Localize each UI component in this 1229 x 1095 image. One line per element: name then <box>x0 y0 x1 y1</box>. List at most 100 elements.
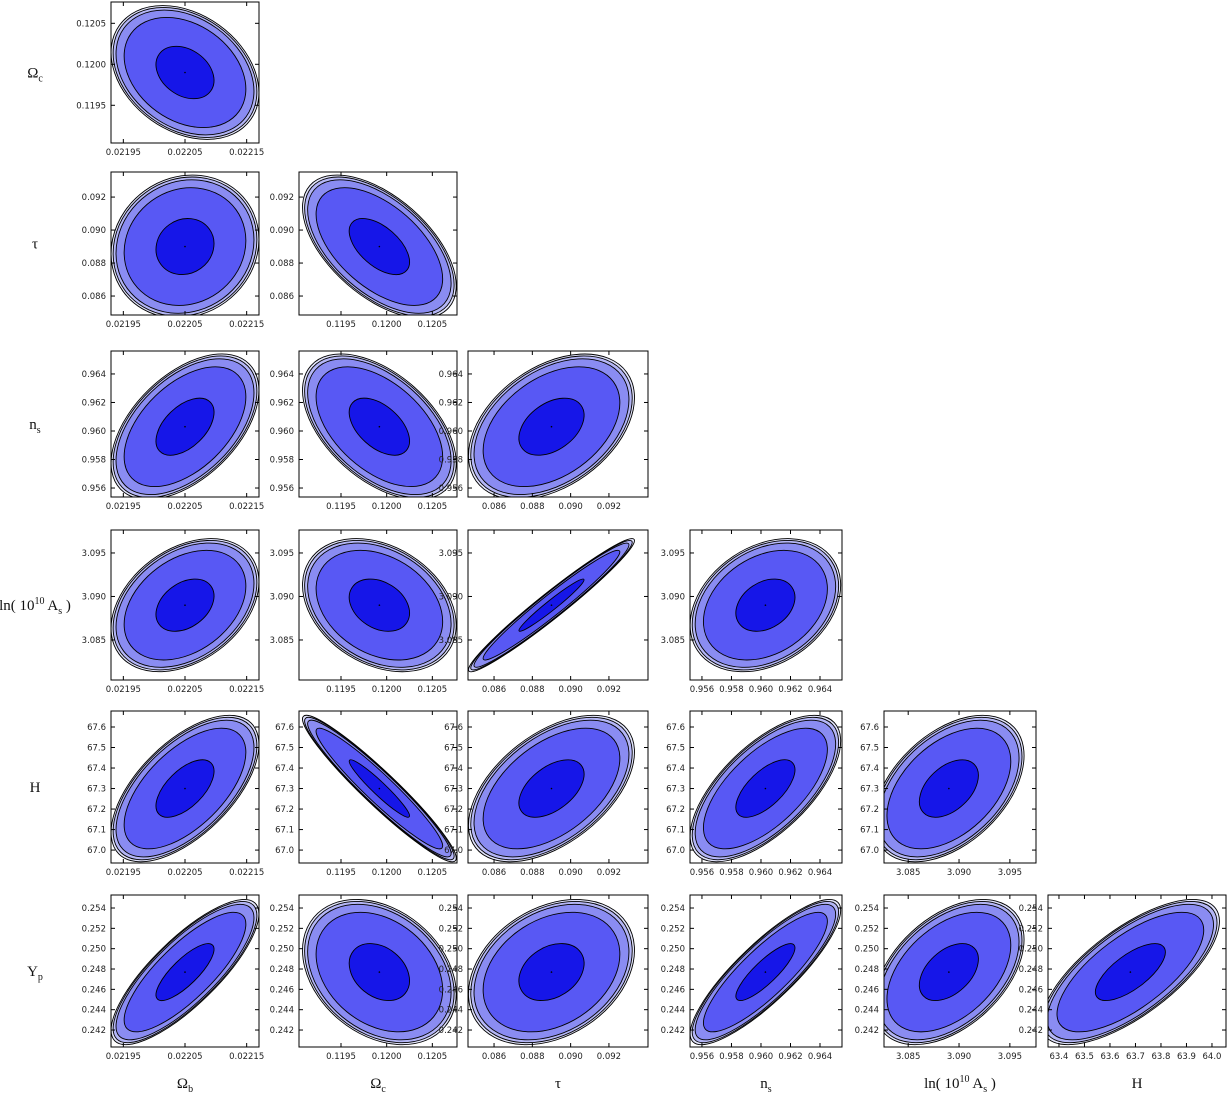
y-tick-label: 0.242 <box>855 1026 879 1036</box>
x-tick-label: 0.02195 <box>106 685 141 695</box>
x-tick-label: 0.092 <box>597 868 621 878</box>
x-tick-label: 63.5 <box>1075 1052 1094 1062</box>
y-tick-label: 67.6 <box>275 723 294 733</box>
panel-border <box>689 894 843 1048</box>
label-part: 10 <box>960 1074 970 1085</box>
x-tick-label: 63.9 <box>1177 1052 1196 1062</box>
y-tick-label: 3.095 <box>661 549 685 559</box>
y-tick-label: 0.958 <box>82 456 106 466</box>
x-tick-label: 0.02205 <box>167 148 202 158</box>
y-tick-label: 0.246 <box>270 985 294 995</box>
y-tick-label: 0.086 <box>270 292 294 302</box>
y-tick-label: 0.242 <box>1019 1026 1043 1036</box>
axis-label: Yp <box>27 964 43 983</box>
panel-border <box>467 710 649 864</box>
y-tick-label: 67.6 <box>444 723 463 733</box>
x-tick-label: 0.088 <box>520 1052 544 1062</box>
y-tick-label: 0.964 <box>82 370 106 380</box>
axis-label: Ωc <box>27 66 43 85</box>
label-part: b <box>188 1084 193 1095</box>
panel-border <box>298 350 458 498</box>
y-tick-label: 67.4 <box>666 764 685 774</box>
label-part: A <box>45 598 59 614</box>
label-part: s <box>58 606 62 617</box>
y-tick-label: 0.244 <box>855 1006 879 1016</box>
axis-label: ns <box>29 417 41 436</box>
y-tick-label: 0.1195 <box>76 101 106 111</box>
x-tick-label: 0.02215 <box>229 502 264 512</box>
y-tick-label: 0.244 <box>82 1006 106 1016</box>
x-tick-label: 0.02215 <box>229 685 264 695</box>
x-tick-label: 0.1195 <box>326 1052 356 1062</box>
y-tick-label: 0.242 <box>270 1026 294 1036</box>
center-dot <box>184 787 186 790</box>
y-tick-label: 0.244 <box>661 1006 685 1016</box>
x-tick-label: 0.092 <box>597 1052 621 1062</box>
label-part: ln( 10 <box>0 598 35 614</box>
x-tick-label: 0.1195 <box>326 685 356 695</box>
y-tick-label: 0.960 <box>439 427 463 437</box>
y-tick-label: 0.244 <box>1019 1006 1043 1016</box>
y-tick-label: 3.085 <box>661 636 685 646</box>
center-dot <box>764 787 767 790</box>
y-tick-label: 67.0 <box>666 846 685 856</box>
y-tick-label: 3.085 <box>82 636 106 646</box>
y-tick-label: 67.4 <box>444 764 463 774</box>
x-tick-label: 0.1200 <box>372 685 402 695</box>
y-tick-label: 0.956 <box>270 484 294 494</box>
y-tick-label: 0.088 <box>82 259 106 269</box>
y-tick-label: 0.248 <box>1019 965 1043 975</box>
y-tick-label: 0.958 <box>270 456 294 466</box>
y-tick-label: 0.250 <box>439 945 463 955</box>
x-tick-label: 0.956 <box>690 685 714 695</box>
x-tick-label: 0.1205 <box>417 320 447 330</box>
axis-label: H <box>30 780 41 796</box>
y-tick-label: 3.090 <box>661 592 685 602</box>
y-tick-label: 0.248 <box>855 965 879 975</box>
y-tick-label: 0.090 <box>270 226 294 236</box>
y-tick-label: 67.0 <box>860 846 879 856</box>
x-tick-label: 0.962 <box>778 1052 802 1062</box>
axis-label: τ <box>32 237 38 253</box>
panel-border <box>689 529 843 681</box>
y-tick-label: 67.4 <box>87 764 106 774</box>
label-part: s <box>768 1084 772 1095</box>
label-part: τ <box>555 1076 561 1092</box>
x-tick-label: 3.085 <box>896 1052 920 1062</box>
x-tick-label: 0.02215 <box>229 320 264 330</box>
x-tick-label: 0.960 <box>749 1052 773 1062</box>
label-part: H <box>30 780 41 796</box>
y-tick-label: 0.964 <box>439 370 463 380</box>
center-dot <box>378 971 381 973</box>
x-tick-label: 0.1200 <box>372 868 402 878</box>
y-tick-label: 0.252 <box>439 924 463 934</box>
y-tick-label: 3.090 <box>82 592 106 602</box>
center-dot <box>550 604 553 606</box>
label-part: H <box>1132 1076 1143 1092</box>
y-tick-label: 67.6 <box>666 723 685 733</box>
y-tick-label: 0.962 <box>439 398 463 408</box>
x-tick-label: 0.086 <box>482 502 506 512</box>
x-tick-label: 0.956 <box>690 868 714 878</box>
y-tick-label: 0.244 <box>439 1006 463 1016</box>
y-tick-label: 0.250 <box>661 945 685 955</box>
y-tick-label: 67.3 <box>444 785 463 795</box>
x-tick-label: 0.962 <box>778 685 802 695</box>
x-tick-label: 0.02195 <box>106 320 141 330</box>
panel-border <box>883 710 1037 864</box>
y-tick-label: 0.250 <box>82 945 106 955</box>
y-tick-label: 0.254 <box>439 904 463 914</box>
center-dot <box>764 971 767 973</box>
y-tick-label: 0.088 <box>270 259 294 269</box>
x-tick-label: 0.958 <box>719 685 743 695</box>
y-tick-label: 0.956 <box>82 484 106 494</box>
center-dot <box>184 425 186 428</box>
y-tick-label: 0.252 <box>270 924 294 934</box>
label-part: 10 <box>35 596 45 607</box>
center-dot <box>378 787 381 790</box>
center-dot <box>378 245 381 248</box>
contours <box>884 714 1025 863</box>
center-dot <box>184 604 186 606</box>
axis-label: ln( 1010 As ) <box>0 596 71 617</box>
center-dot <box>184 245 186 248</box>
